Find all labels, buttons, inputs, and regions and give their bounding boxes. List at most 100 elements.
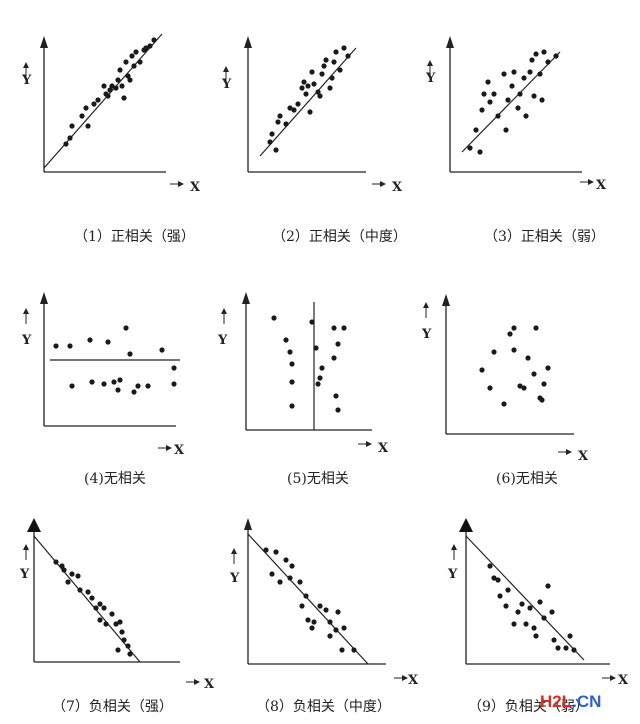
scatter-panel-5: YX [217,292,389,456]
x-label-arrowhead-icon [588,179,594,185]
scatter-point [319,365,325,371]
scatter-point [541,615,547,621]
scatter-point [89,595,95,601]
scatter-point [533,633,539,639]
x-label-arrowhead-icon [194,679,200,685]
scatter-point [111,379,117,385]
scatter-point [315,89,321,95]
y-label-arrowhead-icon [423,302,429,308]
x-label-arrowhead-icon [566,449,572,455]
scatter-point [333,49,339,55]
scatter-point [107,87,113,93]
scatter-point [277,113,283,119]
scatter-point [283,557,289,563]
caption-panel-4: (4)无相关 [84,471,146,487]
scatter-point [529,57,535,63]
x-axis-label: X [204,677,215,692]
scatter-point [77,587,83,593]
y-axis-triangle-icon [459,518,473,532]
scatter-point [519,601,525,607]
scatter-point [117,377,123,383]
scatter-point [541,49,547,55]
caption-panel-6: (6)无相关 [496,471,558,487]
scatter-point [65,579,71,585]
scatter-point [521,75,527,81]
scatter-point [67,343,73,349]
scatter-point [495,113,501,119]
scatter-point [321,63,327,69]
y-axis-label: Y [421,327,432,342]
scatter-point [283,121,289,127]
scatter-point [511,325,517,331]
scatter-panel-7: YX [19,518,215,692]
y-label-arrowhead-icon [23,308,29,314]
scatter-point [117,619,123,625]
scatter-point [339,647,345,653]
scatter-point [59,563,65,569]
scatter-point [273,549,279,555]
scatter-point [323,607,329,613]
scatter-point [515,609,521,615]
scatter-point [331,59,337,65]
y-axis-arrowhead-icon [244,518,252,530]
scatter-point [305,617,311,623]
scatter-point [515,105,521,111]
scatter-point [129,53,135,59]
scatter-point [533,325,539,331]
scatter-point [75,573,81,579]
scatter-point [85,123,91,129]
scatter-point [277,579,283,585]
scatter-point [539,97,545,103]
scatter-point [275,119,281,125]
watermark-part-1: H2L [540,692,573,711]
scatter-point [87,337,93,343]
scatter-point [531,93,537,99]
scatter-point [341,625,347,631]
scatter-point [317,603,323,609]
scatter-point [503,127,509,133]
scatter-point [91,101,97,107]
scatter-point [53,559,59,565]
scatter-point [171,365,177,371]
scatter-point [313,345,319,351]
scatter-point [113,621,119,627]
scatter-point [485,79,491,85]
y-axis-label: Y [221,77,232,92]
scatter-point [121,95,127,101]
scatter-point [307,109,313,115]
caption-panel-2: （2）正相关（中度） [272,229,407,245]
scatter-point [311,619,317,625]
scatter-point [491,91,497,97]
caption-panel-9: （9）负相关（弱） [468,699,589,715]
scatter-point [481,91,487,97]
watermark-logo: H2L.CN [540,692,601,712]
scatter-point [269,131,275,137]
caption-panel-1: （1）正相关（强） [74,229,195,245]
scatter-point [287,575,293,581]
scatter-point [337,67,343,73]
scatter-point [495,577,501,583]
trend-line [259,47,357,157]
y-axis-arrowhead-icon [40,36,48,48]
scatter-point [135,383,141,389]
scatter-point [531,371,537,377]
scatter-point [341,325,347,331]
scatter-point [283,337,289,343]
scatter-point [83,105,89,111]
scatter-point [545,365,551,371]
scatter-point [497,593,503,599]
scatter-point [303,91,309,97]
scatter-point [511,347,517,353]
scatter-point [287,349,293,355]
caption-panel-8: （8）负相关（中度） [256,699,391,715]
scatter-point [267,139,273,145]
scatter-point [109,83,115,89]
x-label-arrowhead-icon [178,181,184,187]
scatter-point [271,315,277,321]
scatter-point [563,645,569,651]
scatter-point [317,375,323,381]
trend-line [247,533,369,665]
y-axis-label: Y [229,571,240,586]
scatter-point [113,85,119,91]
